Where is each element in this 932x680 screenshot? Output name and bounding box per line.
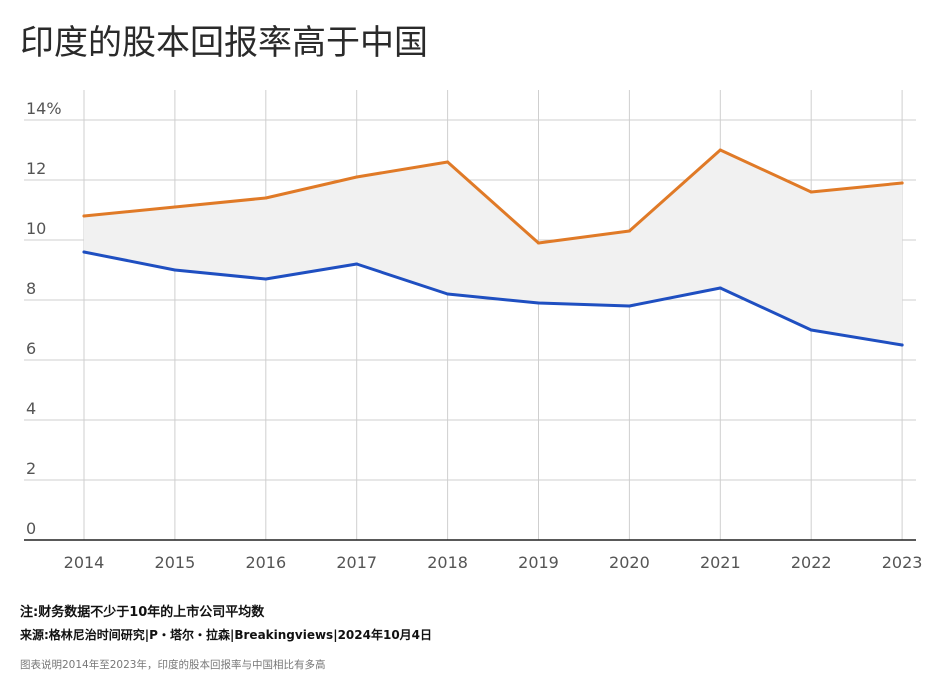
y-tick-label-6: 6 (26, 339, 36, 358)
series-1-point-2014 (82, 214, 86, 218)
x-tick-label-2022: 2022 (791, 553, 832, 572)
chart-caption: 图表说明2014年至2023年，印度的股本回报率与中国相比有多高 (20, 659, 326, 671)
x-tick-label-2020: 2020 (609, 553, 650, 572)
series-2-point-2020 (627, 304, 631, 308)
series-1-point-2020 (627, 229, 631, 233)
y-tick-label-4: 4 (26, 399, 36, 418)
series-1-point-2023 (900, 181, 904, 185)
series-2-point-2016 (264, 277, 268, 281)
x-tick-label-2016: 2016 (245, 553, 286, 572)
x-tick-label-2018: 2018 (427, 553, 468, 572)
series-lines (82, 148, 904, 347)
y-tick-label-10: 10 (26, 219, 46, 238)
series-1-point-2019 (537, 241, 540, 245)
series-1-point-2022 (809, 190, 813, 194)
x-tick-label-2021: 2021 (700, 553, 741, 572)
x-tick-labels: 2014 2015 2016 2017 2018 2019 2020 2021 2022 2023 (64, 553, 923, 572)
series-1-point-2017 (355, 175, 359, 179)
series-2-point-2017 (355, 262, 359, 266)
source-line: 来源:格林尼治时间研究|P・塔尔・拉森|Breakingviews|2024年1… (20, 628, 433, 642)
series-1-point-2016 (264, 196, 268, 200)
y-tick-label-14: 14% (26, 99, 62, 118)
x-tick-label-2019: 2019 (518, 553, 559, 572)
x-tick-label-2015: 2015 (155, 553, 196, 572)
series-2-point-2015 (173, 268, 177, 272)
series-line-2 (82, 250, 904, 347)
y-tick-label-2: 2 (26, 459, 36, 478)
chart-title: 印度的股本回报率高于中国 (20, 23, 428, 63)
y-tick-label-0: 0 (26, 519, 36, 538)
y-tick-labels: 0 2 4 6 8 10 12 14% (26, 99, 62, 538)
series-line-1 (82, 148, 904, 245)
series-2-point-2022 (809, 328, 813, 332)
gridlines (24, 90, 916, 540)
y-tick-label-12: 12 (26, 159, 46, 178)
line-chart: 2014 2015 2016 2017 2018 2019 2020 2021 2022 2023… (24, 90, 923, 572)
x-tick-label-2023: 2023 (882, 553, 923, 572)
series-2-point-2021 (718, 286, 722, 290)
footnote: 注:财务数据不少于10年的上市公司平均数 (20, 605, 265, 620)
x-tick-label-2014: 2014 (64, 553, 105, 572)
series-1-point-2021 (718, 148, 722, 152)
gap-band-area (84, 150, 903, 345)
x-tick-label-2017: 2017 (336, 553, 377, 572)
series-1-point-2015 (173, 205, 177, 209)
series-2-point-2014 (82, 250, 86, 254)
y-tick-label-8: 8 (26, 279, 36, 298)
series-1-point-2018 (446, 160, 450, 164)
series-2-point-2023 (900, 343, 904, 347)
series-2-point-2018 (446, 292, 450, 296)
series-2-point-2019 (537, 301, 540, 305)
